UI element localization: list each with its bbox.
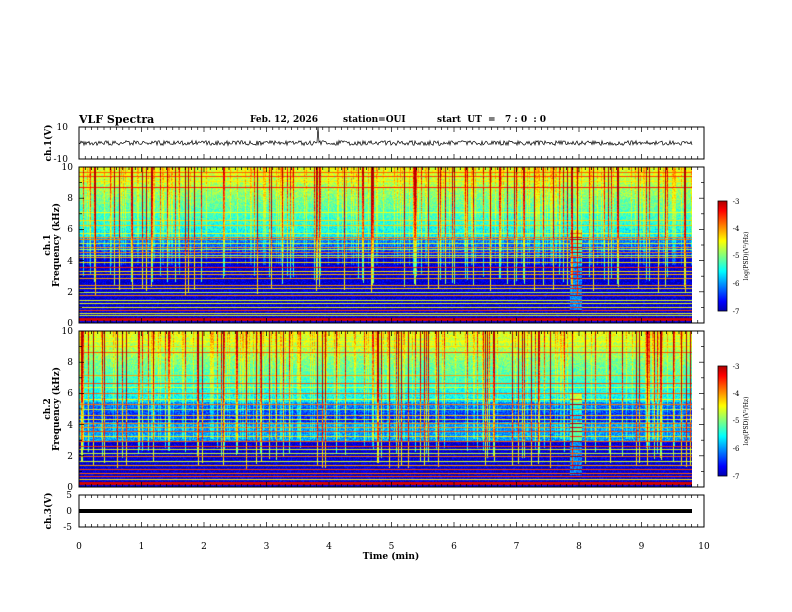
ch1-spectrogram-ylabel-line1: ch.1 [43, 234, 53, 255]
cb1-tick-m7: -7 [733, 308, 740, 316]
xtick-5: 5 [389, 542, 395, 552]
ch1-colorbar-frame [717, 200, 728, 312]
cb1-tick-m5: -5 [733, 252, 740, 260]
spec2-ytick-2: 2 [67, 452, 73, 462]
ch1-waveform-ylabel: ch.1(V) [43, 125, 54, 162]
cb2-tick-m5: -5 [733, 417, 740, 425]
ch2-colorbar [718, 366, 727, 476]
xtick-8: 8 [576, 542, 582, 552]
ch1-spectrogram-ylabel-line2: Frequency (kHz) [51, 203, 62, 287]
cb1-label: log(PSD)(V²/Hz) [743, 232, 750, 281]
cb2-tick-m3: -3 [733, 363, 740, 371]
ch2-spectrogram-image [79, 331, 692, 487]
cb1-tick-m3: -3 [733, 198, 740, 206]
xtick-10: 10 [698, 542, 710, 552]
ch2-spectrogram-ylabel-line2: Frequency (kHz) [51, 367, 62, 451]
ch3-waveform-ylabel: ch.3(V) [43, 493, 54, 530]
xtick-2: 2 [201, 542, 207, 552]
ch1-colorbar [718, 201, 727, 311]
spec1-ytick-10: 10 [62, 163, 74, 173]
ch1-spectrogram-image [79, 167, 692, 323]
spec1-ytick-8: 8 [67, 194, 73, 204]
ch1-spectrogram-frame [78, 166, 705, 324]
cb2-tick-m4: -4 [733, 390, 740, 398]
xtick-4: 4 [326, 542, 332, 552]
date-label: Feb. 12, 2026 [250, 115, 319, 125]
spec1-ytick-4: 4 [67, 257, 73, 267]
cb2-tick-m7: -7 [733, 473, 740, 481]
cb1-tick-m4: -4 [733, 225, 740, 233]
xtick-9: 9 [639, 542, 645, 552]
spec2-ytick-0: 0 [67, 483, 73, 493]
ch2-spectrogram-frame [78, 330, 705, 488]
spec2-ytick-6: 6 [67, 389, 73, 399]
xtick-3: 3 [264, 542, 270, 552]
axis-ticks [78, 127, 705, 527]
figure-title: VLF Spectra [79, 113, 155, 126]
ch3-ytick-mid: 0 [66, 507, 72, 517]
xtick-1: 1 [139, 542, 145, 552]
ch1-ytick-top: 10 [57, 123, 69, 133]
cb1-tick-m6: -6 [733, 280, 740, 288]
cb2-label: log(PSD)(V²/Hz) [743, 397, 750, 446]
spec2-ytick-4: 4 [67, 421, 73, 431]
cb2-tick-m6: -6 [733, 445, 740, 453]
xtick-6: 6 [451, 542, 457, 552]
ch3-ytick-bottom: -5 [63, 523, 72, 533]
ch3-waveform-line [79, 509, 692, 513]
ch1-waveform-line [78, 126, 693, 147]
station-label: station=OUI [343, 115, 406, 125]
ch3-ytick-top: 5 [66, 491, 72, 501]
ch1-ytick-bottom: -10 [54, 155, 69, 165]
spec2-ytick-10: 10 [62, 327, 74, 337]
xtick-0: 0 [76, 542, 82, 552]
spec2-ytick-8: 8 [67, 358, 73, 368]
xtick-7: 7 [514, 542, 520, 552]
xaxis-label: Time (min) [363, 551, 420, 562]
spec1-ytick-2: 2 [67, 288, 73, 298]
start-time-label: start UT = 7 : 0 : 0 [437, 115, 547, 125]
ch2-spectrogram-ylabel-line1: ch.2 [43, 398, 53, 419]
spec1-ytick-0: 0 [67, 319, 73, 329]
ch2-colorbar-frame [717, 365, 728, 477]
spec1-ytick-6: 6 [67, 225, 73, 235]
